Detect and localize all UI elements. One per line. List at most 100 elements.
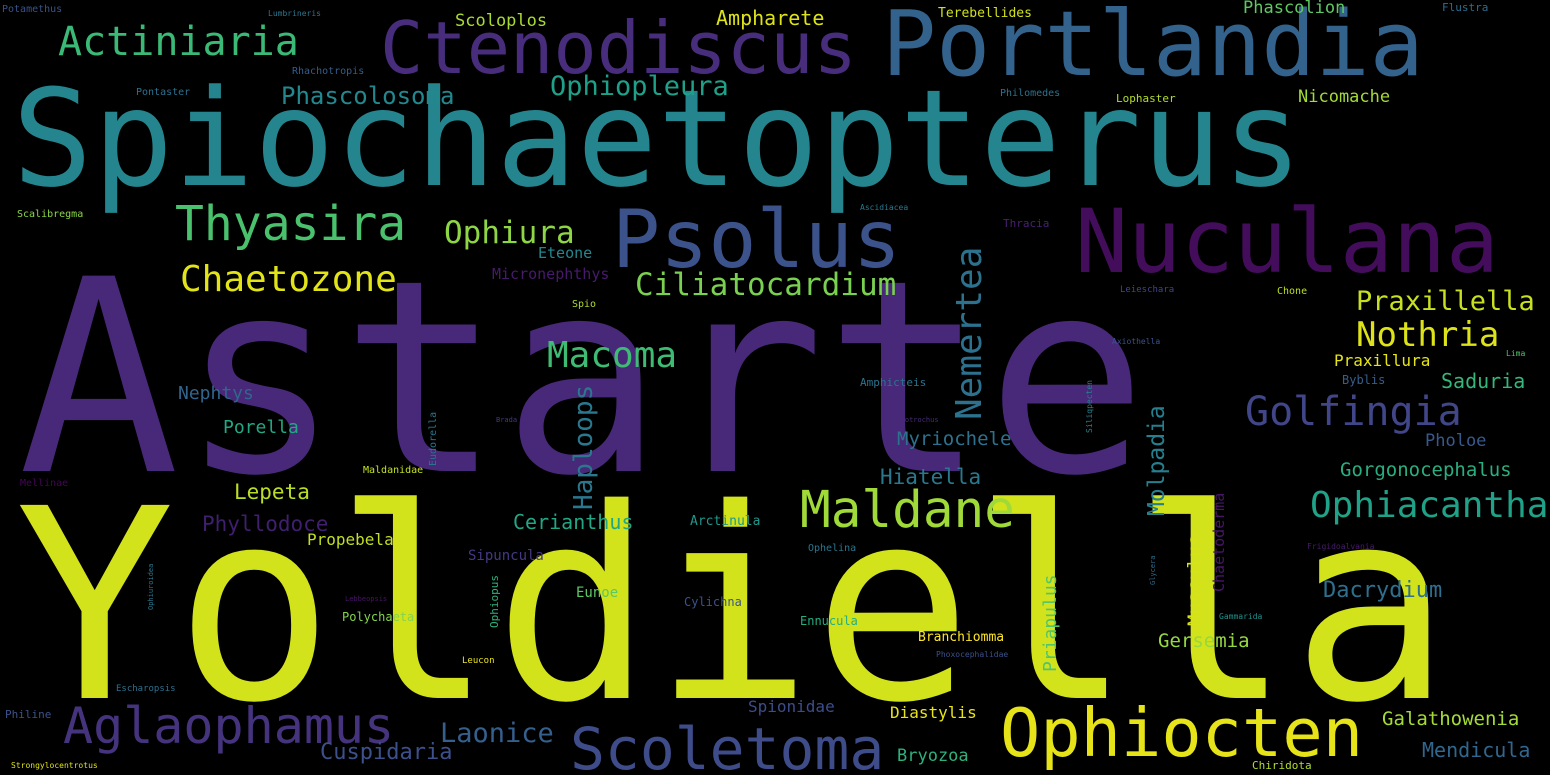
word: Cylichna (684, 595, 742, 609)
word: Gersemia (1158, 630, 1250, 652)
word: Gammarida (1219, 612, 1263, 621)
word: Aglaophamus (63, 697, 395, 755)
word: Gorgonocephalus (1340, 459, 1512, 481)
word: Myriotrochus (888, 416, 939, 424)
word: Ctenodiscus (380, 6, 857, 90)
word: Mellinae (20, 478, 69, 489)
word: Psolus (612, 193, 901, 286)
word: Scoloplos (455, 11, 548, 31)
word: Bryozoa (897, 746, 969, 766)
word: Chaetozone (180, 259, 397, 300)
word: Ciliatocardium (635, 267, 897, 303)
word: Chone (1277, 286, 1308, 297)
word: Ennucula (800, 614, 858, 628)
word: Pontaster (136, 87, 191, 98)
word: Scalibregma (17, 209, 84, 220)
word: Portlandia (882, 0, 1424, 97)
word: Potamethus (2, 4, 63, 15)
word: Strongylocentrotus (11, 761, 98, 770)
word: Sipuncula (468, 548, 544, 564)
word: Praxillella (1356, 286, 1535, 317)
word: Dacrydium (1323, 578, 1443, 603)
word: Ophiocten (1000, 694, 1364, 772)
word: Ampharete (716, 6, 825, 30)
word: Lebbeopsis (345, 595, 388, 603)
word: Nephtys (178, 383, 254, 404)
word: Amphicteis (860, 376, 927, 389)
word: Arctinula (690, 514, 761, 529)
word: Eteone (538, 244, 593, 262)
word: Ophiopleura (550, 71, 729, 102)
word: Ophiacantha (1310, 485, 1549, 526)
word: Diastylis (890, 703, 977, 722)
word: Macoma (547, 335, 678, 376)
word: Micronephthys (492, 265, 610, 283)
word: Thyasira (175, 196, 407, 252)
word: Thracia (1003, 217, 1050, 230)
word: Priapulus (1040, 574, 1061, 672)
word: Propebela (307, 530, 394, 549)
word: Byblis (1342, 373, 1386, 387)
word: Porella (223, 417, 299, 438)
word: Ophiuroidea (147, 563, 155, 610)
word: Spio (572, 299, 597, 310)
word: Saduria (1441, 369, 1526, 393)
word: Galathowenia (1382, 708, 1520, 730)
word: Pholoe (1425, 431, 1487, 451)
word: Myriochele (897, 428, 1012, 450)
word: Terebellides (938, 6, 1032, 21)
word: Golfingia (1245, 389, 1462, 435)
word: Escharopsis (116, 684, 176, 694)
word: Nothria (1356, 315, 1500, 355)
word: Lepeta (234, 480, 310, 504)
word: Ophelina (808, 543, 857, 554)
word: Phascolosoma (281, 82, 455, 110)
word: Ascidiacea (860, 203, 909, 212)
word: Ophiura (444, 215, 575, 251)
word: Rhachotropis (292, 66, 365, 77)
word: Eunoe (576, 585, 619, 601)
word: Eudorella (428, 411, 439, 466)
word: Phascolion (1243, 0, 1346, 18)
word: Maldanidae (363, 465, 424, 476)
word: Cerianthus (513, 510, 634, 534)
word: Nuculana (1075, 190, 1499, 293)
word: Siliqpecten (1085, 380, 1094, 433)
word: Lophaster (1116, 92, 1176, 105)
word: Spionidae (748, 697, 835, 716)
word: Philomedes (1000, 88, 1061, 99)
word: Maldane (800, 481, 1015, 540)
word: Lumbrineris (268, 9, 321, 18)
word: Phoxocephalidae (936, 650, 1009, 659)
word: Ophiopus (488, 575, 501, 628)
word: Glycera (1149, 555, 1157, 585)
word: Laonice (440, 718, 554, 749)
word: Phyllodoce (202, 512, 329, 536)
word: Chiridota (1252, 759, 1312, 772)
word: Actiniaria (58, 19, 299, 65)
word: Chaetoderma (1210, 492, 1228, 592)
word: Philine (5, 708, 52, 721)
word: Yoldiella (15, 453, 1451, 761)
word: Astarte (18, 223, 1148, 535)
word: Nicomache (1298, 87, 1391, 107)
word: Praxillura (1334, 351, 1431, 370)
word: Brada (496, 416, 518, 424)
word: Scoletoma (570, 715, 885, 775)
word: Mendicula (1422, 738, 1531, 762)
word: Cuspidaria (320, 740, 453, 765)
word: Hiatella (880, 465, 982, 489)
word: Haploops (569, 384, 599, 510)
word: Lima (1506, 349, 1526, 358)
word: Musculus (1184, 534, 1206, 626)
word: Molpadia (1144, 405, 1170, 516)
word: Polychaeta (342, 610, 415, 624)
word: Leieschara (1120, 285, 1175, 295)
word: Axiothella (1112, 337, 1161, 346)
word: Branchiomma (918, 630, 1005, 645)
word: Leucon (462, 656, 495, 666)
word: Nemertea (949, 246, 990, 420)
word: Flustra (1442, 1, 1489, 14)
word: Frigidoalvania (1307, 542, 1375, 551)
